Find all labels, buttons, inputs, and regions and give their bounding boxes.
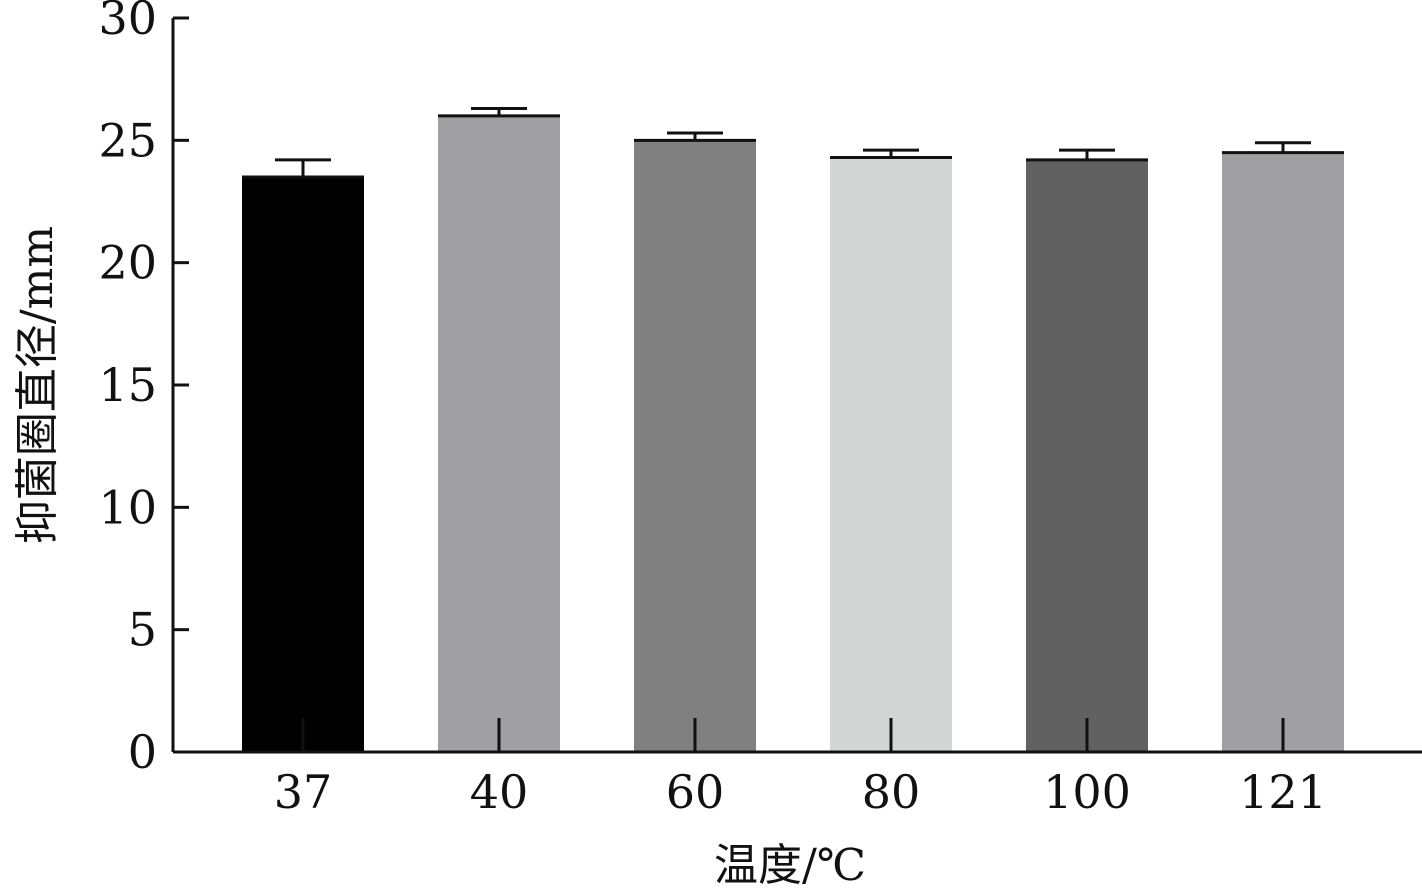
y-tick-label: 10 bbox=[98, 480, 157, 534]
y-tick-label: 5 bbox=[128, 603, 157, 657]
bar bbox=[830, 157, 952, 752]
x-tick-label: 121 bbox=[1239, 765, 1327, 819]
bar bbox=[242, 177, 364, 753]
bar bbox=[1026, 159, 1148, 752]
x-tick-label: 40 bbox=[470, 765, 529, 819]
bars-group bbox=[242, 115, 1344, 753]
x-tick-label: 60 bbox=[666, 765, 725, 819]
y-tick-label: 25 bbox=[98, 113, 157, 167]
y-tick-label: 0 bbox=[128, 725, 157, 779]
y-tick-label: 15 bbox=[98, 358, 157, 412]
bar bbox=[634, 140, 756, 753]
error-bars-group bbox=[242, 107, 1344, 179]
y-tick-label: 20 bbox=[98, 236, 157, 290]
x-axis-title: 温度/℃ bbox=[714, 840, 866, 890]
x-tick-label: 100 bbox=[1043, 765, 1131, 819]
y-ticks-group: 0 5 10 15 20 25 30 bbox=[98, 0, 189, 779]
y-tick-label: 30 bbox=[98, 0, 157, 45]
bar bbox=[1222, 152, 1344, 753]
bar bbox=[438, 115, 560, 752]
y-axis-title: 抑菌圈直径/mm bbox=[12, 226, 63, 544]
x-tick-label: 37 bbox=[274, 765, 333, 819]
x-tick-label: 80 bbox=[862, 765, 921, 819]
x-ticks-group: 37 40 60 80 100 121 bbox=[274, 718, 1327, 819]
